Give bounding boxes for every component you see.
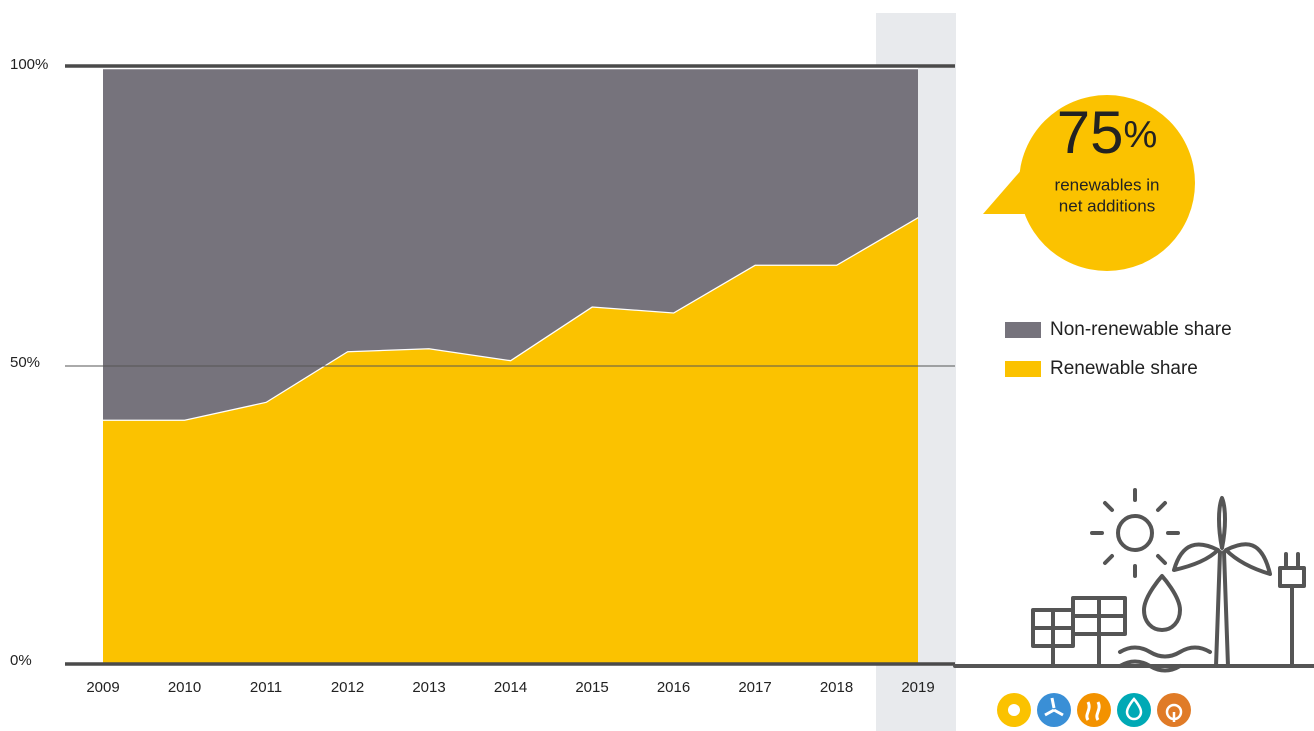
x-tick-label: 2011 (250, 679, 282, 696)
legend-swatch (1005, 322, 1041, 338)
badge-glyph (1165, 703, 1183, 722)
badge-glyph (1008, 704, 1020, 716)
x-tick-label: 2009 (86, 679, 119, 696)
x-tick-label: 2013 (412, 679, 445, 696)
water-waves (1118, 645, 1212, 673)
sun-rays (1090, 488, 1180, 578)
badge-glyph (1125, 697, 1143, 721)
y-tick-label: 0% (10, 652, 32, 669)
hydro-badge (1117, 693, 1151, 727)
callout-unit: % (1123, 114, 1157, 156)
energy-illustration (953, 488, 1314, 727)
x-tick-label: 2010 (168, 679, 201, 696)
drop-icon (1142, 574, 1182, 632)
legend-label: Renewable share (1050, 358, 1198, 379)
y-tick-label: 100% (10, 56, 48, 73)
legend-swatch (1005, 361, 1041, 377)
callout-text: net additions (1059, 196, 1155, 215)
y-tick-label: 50% (10, 354, 40, 371)
x-tick-label: 2016 (657, 679, 690, 696)
wind-turbine (1172, 496, 1272, 668)
plug-icon (1278, 552, 1306, 668)
area (103, 217, 918, 664)
x-tick-label: 2015 (575, 679, 608, 696)
badge-glyph (1085, 701, 1101, 721)
x-tick-label: 2019 (901, 679, 934, 696)
callout: 75% renewables in net additions (983, 95, 1195, 271)
solar-panel (1071, 596, 1127, 668)
solar-panel (1031, 608, 1075, 668)
callout-tail (983, 160, 1045, 214)
x-tick-label: 2012 (331, 679, 364, 696)
callout-bubble (1019, 95, 1195, 271)
x-tick-label: 2014 (494, 679, 527, 696)
callout-text: renewables in (1055, 175, 1160, 194)
x-tick-label: 2018 (820, 679, 853, 696)
callout-value: 75% (1057, 99, 1158, 166)
area (103, 68, 918, 420)
sun-icon (1116, 514, 1154, 552)
badge-glyph (1044, 697, 1064, 717)
x-tick-label: 2017 (738, 679, 771, 696)
geothermal-badge (1077, 693, 1111, 727)
bio-badge (1157, 693, 1191, 727)
callout-figure: 75 (1057, 99, 1124, 166)
legend-label: Non-renewable share (1050, 319, 1232, 340)
